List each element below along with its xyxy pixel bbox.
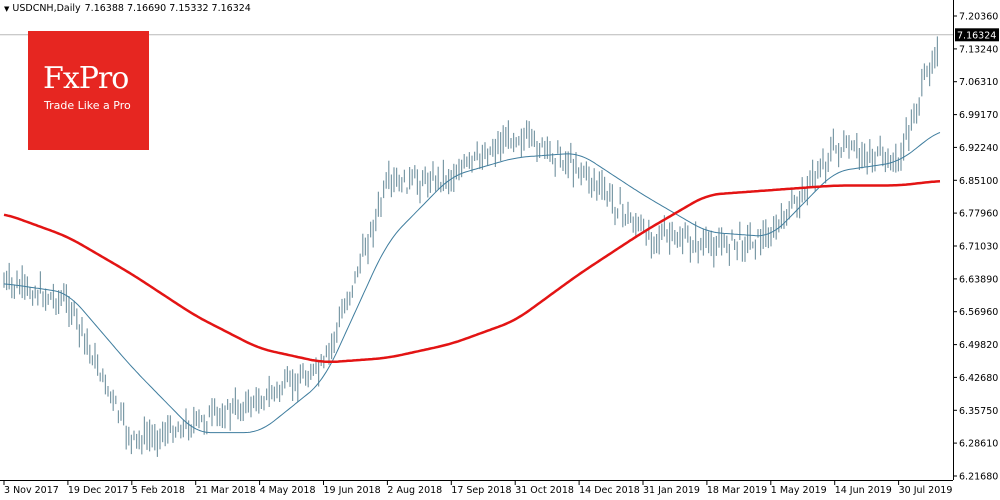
price-tick-label: 6.99170: [959, 110, 998, 121]
price-tick-label: 6.85100: [959, 176, 998, 187]
price-tick-label: 7.13240: [959, 44, 998, 55]
price-tick-label: 7.06310: [959, 77, 998, 88]
price-tick-label: 6.28610: [959, 439, 998, 450]
time-tick-label: 3 Nov 2017: [4, 485, 59, 496]
time-tick-label: 1 May 2019: [771, 485, 827, 496]
time-tick-label: 14 Jun 2019: [835, 485, 892, 496]
price-tick-label: 7.20360: [959, 12, 998, 23]
fxpro-logo: FxPro Trade Like a Pro: [28, 31, 149, 150]
chart-header: ▼ USDCNH,Daily 7.16388 7.16690 7.15332 7.1…: [4, 3, 251, 14]
price-tick-label: 6.21680: [959, 472, 998, 483]
time-tick-label: 14 Dec 2018: [579, 485, 640, 496]
time-tick-label: 31 Jan 2019: [643, 485, 700, 496]
current-price-value: 7.16324: [957, 30, 996, 41]
price-tick-label: 6.42680: [959, 373, 998, 384]
price-tick-label: 6.71030: [959, 242, 998, 253]
time-tick-label: 30 Jul 2019: [899, 485, 953, 496]
price-tick-label: 6.49820: [959, 340, 998, 351]
logo-tagline: Trade Like a Pro: [44, 99, 131, 112]
price-axis: 7.20360 7.13240 7.06310 6.99170 6.92240 6.851…: [953, 12, 998, 483]
time-tick-label: 18 Mar 2019: [707, 485, 767, 496]
price-tick-label: 6.92240: [959, 143, 998, 154]
time-tick-label: 2 Aug 2018: [387, 485, 442, 496]
time-tick-label: 19 Dec 2017: [68, 485, 129, 496]
time-tick-label: 31 Oct 2018: [515, 485, 574, 496]
ma-slow-line: [3, 180, 941, 364]
price-tick-label: 6.63890: [959, 274, 998, 285]
logo-brand: FxPro: [43, 61, 129, 96]
ma-fast-line: [3, 132, 941, 434]
current-price-label: 7.16324: [955, 28, 999, 42]
time-tick-label: 19 Jun 2018: [324, 485, 381, 496]
price-tick-label: 6.35750: [959, 406, 998, 417]
time-tick-label: 4 May 2018: [260, 485, 316, 496]
time-axis: 3 Nov 2017 19 Dec 2017 5 Feb 2018 21 Mar 20…: [3, 480, 953, 496]
dropdown-triangle-icon[interactable]: ▼: [4, 5, 10, 13]
symbol-label: USDCNH,Daily: [12, 3, 81, 14]
time-tick-label: 21 Mar 2018: [196, 485, 256, 496]
time-tick-label: 17 Sep 2018: [451, 485, 511, 496]
price-bars: [3, 36, 939, 457]
price-tick-label: 6.56960: [959, 307, 998, 318]
time-tick-label: 5 Feb 2018: [132, 485, 185, 496]
price-tick-label: 6.77960: [959, 209, 998, 220]
ohlc-values: 7.16388 7.16690 7.15332 7.16324: [84, 3, 251, 14]
